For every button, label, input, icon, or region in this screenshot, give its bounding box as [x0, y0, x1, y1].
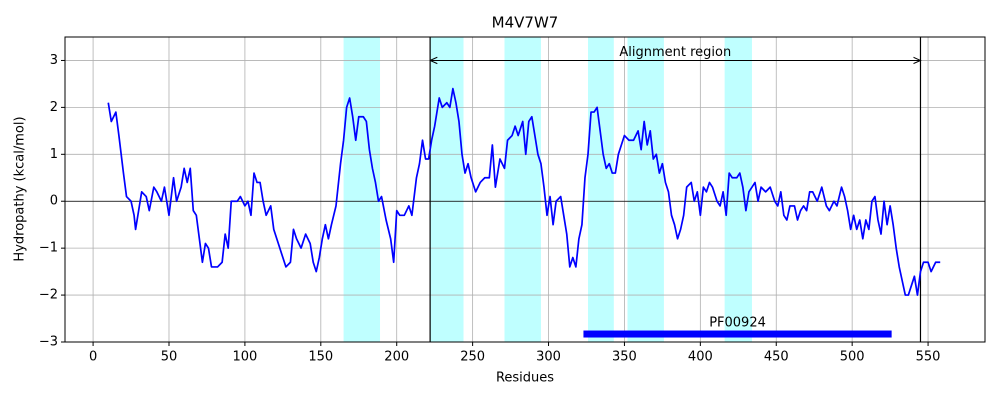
hydropathy-line — [107, 87, 941, 296]
x-tick-label: 0 — [89, 350, 97, 365]
highlight-region — [588, 37, 614, 342]
highlight-region — [430, 37, 464, 342]
y-tick-label: −1 — [39, 241, 58, 256]
x-axis-label: Residues — [496, 371, 554, 386]
highlight-region — [504, 37, 541, 342]
x-tick-label: 400 — [688, 350, 713, 365]
x-tick-label: 550 — [916, 350, 941, 365]
highlight-region — [343, 37, 381, 342]
x-tick-label: 500 — [840, 350, 865, 365]
y-tick-label: 1 — [50, 147, 58, 162]
x-tick-label: 50 — [161, 350, 178, 365]
x-tick-label: 450 — [764, 350, 789, 365]
x-tick-label: 100 — [232, 350, 257, 365]
annotation-label: Alignment region — [619, 45, 731, 60]
highlight-region — [724, 37, 752, 342]
highlight-region — [627, 37, 664, 342]
y-tick-label: −3 — [39, 335, 58, 350]
x-tick-label: 200 — [384, 350, 409, 365]
x-tick-label: 250 — [460, 350, 485, 365]
y-tick-label: 3 — [50, 53, 58, 68]
domain-label: PF00924 — [709, 316, 766, 331]
y-axis-label: Hydropathy (kcal/mol) — [13, 116, 28, 261]
domain-bar — [583, 330, 892, 338]
x-tick-label: 300 — [536, 350, 561, 365]
x-tick-label: 150 — [308, 350, 333, 365]
x-tick-label: 350 — [612, 350, 637, 365]
y-tick-label: 0 — [50, 194, 58, 209]
y-tick-label: −2 — [39, 288, 58, 303]
plot-frame — [64, 36, 986, 343]
y-tick-label: 2 — [50, 100, 58, 115]
chart-title: M4V7W7 — [492, 14, 559, 32]
